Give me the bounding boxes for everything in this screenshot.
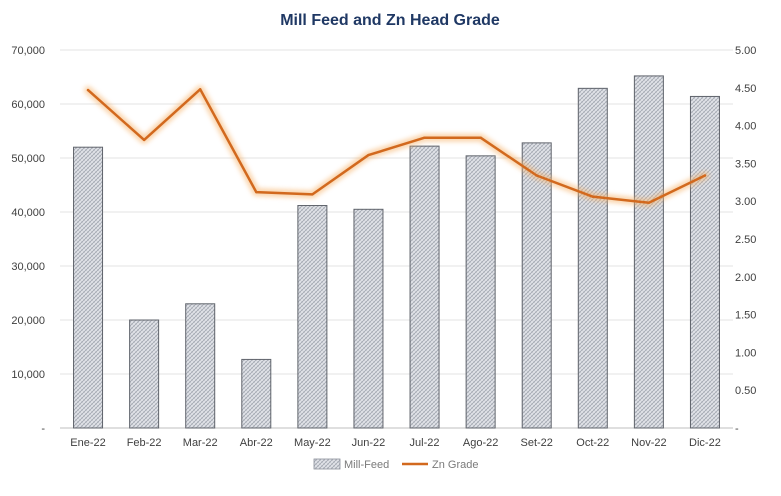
bar-mill-feed [73, 146, 104, 429]
right-tick-label: 5.00 [735, 45, 756, 57]
left-axis-ticks: - 10,000 20,000 30,000 40,000 50,000 60,000 70,… [11, 45, 45, 435]
bar-series-mill-feed [73, 75, 720, 429]
line-series-zn-grade [84, 85, 709, 207]
right-tick-label: 4.50 [735, 83, 756, 95]
zn-grade-point [479, 136, 482, 139]
x-tick-label: Dic-22 [689, 437, 721, 449]
zn-grade-point [647, 201, 651, 204]
bar-mill-feed [241, 358, 272, 429]
x-tick-label: Feb-22 [127, 437, 162, 449]
bar-mill-feed [353, 208, 384, 429]
zn-grade-point [86, 88, 90, 92]
x-tick-label: Oct-22 [576, 437, 609, 449]
legend-swatch-mill-feed [313, 458, 341, 470]
x-tick-label: Ago-22 [463, 437, 498, 449]
right-tick-label: 3.00 [735, 196, 756, 208]
legend-label-mill-feed: Mill-Feed [344, 459, 389, 471]
left-tick-label: 10,000 [11, 369, 45, 381]
zn-grade-point [591, 195, 594, 198]
x-tick-label: Set-22 [520, 437, 552, 449]
zn-grade-point [142, 138, 146, 142]
left-tick-label: 60,000 [11, 99, 45, 111]
x-axis-ticks: Ene-22 Feb-22 Mar-22 Abr-22 May-22 Jun-22 Jul-… [70, 437, 721, 449]
zn-grade-point [199, 88, 202, 91]
right-tick-label: 1.00 [735, 347, 756, 359]
x-tick-label: Jun-22 [352, 437, 386, 449]
gridlines [60, 49, 733, 429]
zn-grade-point [535, 174, 538, 177]
legend-label-zn-grade: Zn Grade [432, 459, 478, 471]
bar-mill-feed [689, 95, 720, 429]
right-tick-label: 3.50 [735, 158, 756, 170]
left-tick-label: - [41, 423, 45, 435]
x-tick-label: May-22 [294, 437, 331, 449]
x-tick-label: Nov-22 [631, 437, 666, 449]
bar-mill-feed [633, 75, 664, 429]
bar-mill-feed [577, 87, 608, 429]
bar-mill-feed [297, 205, 328, 429]
right-tick-label: 2.00 [735, 272, 756, 284]
x-tick-label: Ene-22 [70, 437, 105, 449]
right-axis-ticks: - 0.50 1.00 1.50 2.00 2.50 3.00 3.50 4.00 4.50 5.0… [735, 45, 756, 435]
zn-grade-point [423, 136, 426, 139]
zn-grade-line [86, 88, 707, 204]
right-tick-label: 4.00 [735, 121, 756, 133]
legend: Mill-Feed Zn Grade [313, 458, 478, 471]
bar-mill-feed [465, 155, 496, 429]
x-tick-label: Jul-22 [410, 437, 440, 449]
zn-grade-point [703, 174, 707, 177]
bar-mill-feed [521, 142, 552, 429]
x-tick-label: Mar-22 [183, 437, 218, 449]
bar-mill-feed [129, 319, 160, 429]
right-tick-label: 1.50 [735, 310, 756, 322]
left-tick-label: 40,000 [11, 207, 45, 219]
bar-mill-feed [185, 303, 216, 429]
right-tick-label: 0.50 [735, 385, 756, 397]
left-tick-label: 50,000 [11, 153, 45, 165]
left-tick-label: 20,000 [11, 315, 45, 327]
right-tick-label: 2.50 [735, 234, 756, 246]
zn-grade-point [255, 190, 258, 194]
left-tick-label: 70,000 [11, 45, 45, 57]
bar-mill-feed [409, 145, 440, 429]
left-tick-label: 30,000 [11, 261, 45, 273]
x-tick-label: Abr-22 [240, 437, 273, 449]
zn-grade-point [367, 153, 370, 157]
chart-title: Mill Feed and Zn Head Grade [280, 12, 500, 29]
right-tick-label: - [735, 423, 739, 435]
zn-grade-point [311, 193, 314, 196]
